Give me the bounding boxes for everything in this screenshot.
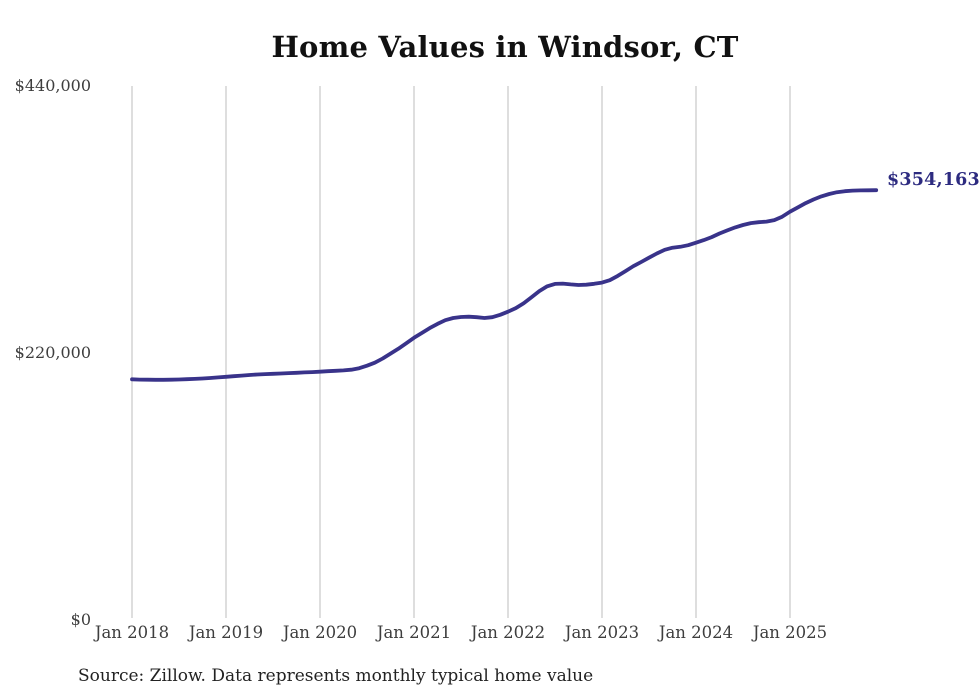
- latest-value-label: $354,163: [887, 170, 980, 190]
- chart-title: Home Values in Windsor, CT: [271, 30, 739, 64]
- x-axis-tick-label: Jan 2019: [188, 623, 264, 642]
- x-axis-tick-label: Jan 2018: [94, 623, 170, 642]
- x-axis-tick-label: Jan 2023: [564, 623, 640, 642]
- y-axis-tick-label: $220,000: [14, 343, 91, 362]
- x-axis-tick-label: Jan 2020: [282, 623, 358, 642]
- source-note: Source: Zillow. Data represents monthly …: [78, 666, 594, 686]
- x-axis-tick-label: Jan 2021: [376, 623, 452, 642]
- x-axis-tick-label: Jan 2024: [658, 623, 734, 642]
- home-value-line: [130, 188, 879, 382]
- x-axis-tick-label: Jan 2025: [752, 623, 828, 642]
- x-axis-tick-label: Jan 2022: [470, 623, 546, 642]
- y-axis-tick-label: $440,000: [14, 76, 91, 95]
- y-axis-tick-label: $0: [70, 610, 91, 629]
